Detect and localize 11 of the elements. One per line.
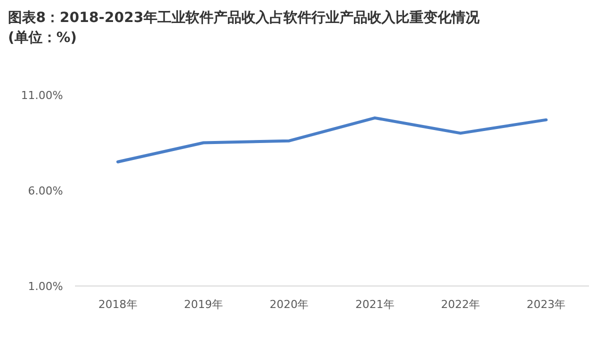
x-tick-label: 2021年 [355, 298, 394, 311]
y-tick-label: 6.00% [28, 184, 63, 198]
x-tick-label: 2018年 [98, 298, 138, 311]
x-tick-label: 2019年 [184, 298, 223, 311]
x-tick-label: 2022年 [441, 298, 480, 311]
y-tick-label: 11.00% [21, 88, 63, 102]
y-tick-label: 1.00% [28, 280, 63, 293]
line-series [116, 116, 548, 164]
x-tick-label: 2020年 [270, 298, 309, 311]
chart-title: 图表8：2018-2023年工业软件产品收入占软件行业产品收入比重变化情况(单位：%) [8, 9, 480, 46]
x-tick-label: 2023年 [526, 298, 566, 311]
